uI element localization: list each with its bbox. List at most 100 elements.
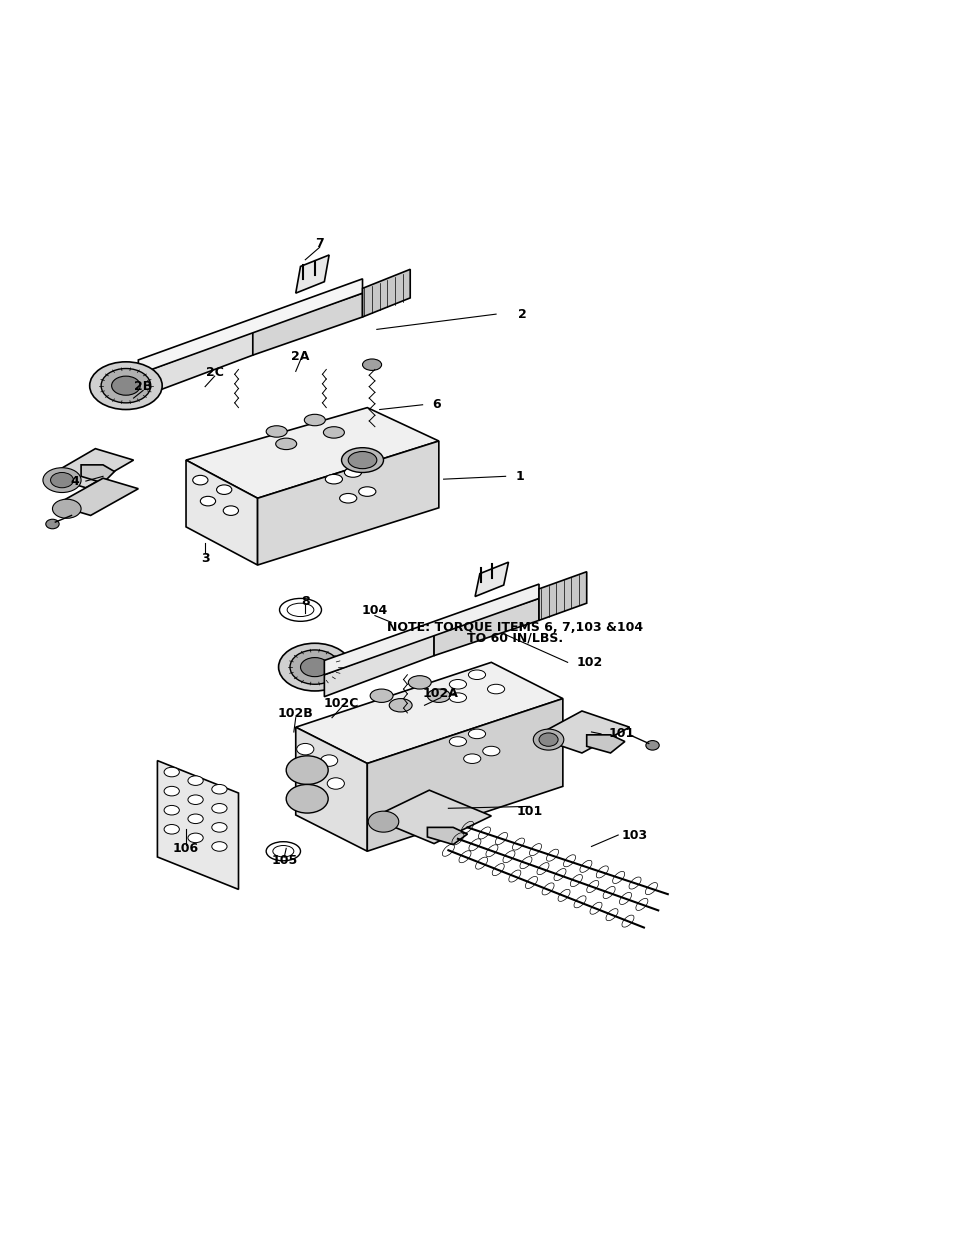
Text: 105: 105 (271, 855, 297, 867)
Text: 102: 102 (576, 656, 602, 669)
Ellipse shape (90, 362, 162, 410)
Ellipse shape (46, 519, 59, 529)
Polygon shape (295, 727, 367, 851)
Text: 102B: 102B (277, 708, 314, 720)
Polygon shape (81, 464, 114, 483)
Text: 102C: 102C (323, 697, 359, 710)
Ellipse shape (188, 814, 203, 824)
Text: 2: 2 (517, 308, 527, 321)
Polygon shape (295, 662, 562, 763)
Ellipse shape (216, 485, 232, 494)
Ellipse shape (164, 805, 179, 815)
Polygon shape (367, 699, 562, 851)
Ellipse shape (101, 368, 151, 403)
Ellipse shape (538, 732, 558, 746)
Ellipse shape (408, 676, 431, 689)
Ellipse shape (266, 842, 300, 861)
Polygon shape (427, 827, 467, 845)
Ellipse shape (223, 506, 238, 515)
Ellipse shape (368, 811, 398, 832)
Ellipse shape (212, 804, 227, 813)
Ellipse shape (427, 689, 450, 703)
Ellipse shape (645, 741, 659, 750)
Text: 2C: 2C (206, 366, 223, 379)
Ellipse shape (188, 776, 203, 785)
Ellipse shape (339, 494, 356, 503)
Polygon shape (253, 293, 362, 356)
Polygon shape (534, 711, 629, 753)
Ellipse shape (325, 474, 342, 484)
Ellipse shape (389, 699, 412, 711)
Polygon shape (138, 331, 253, 398)
Ellipse shape (468, 669, 485, 679)
Ellipse shape (212, 823, 227, 832)
Ellipse shape (164, 787, 179, 795)
Ellipse shape (300, 657, 329, 677)
Polygon shape (324, 584, 538, 674)
Ellipse shape (266, 426, 287, 437)
Text: 103: 103 (620, 829, 647, 841)
Ellipse shape (304, 414, 325, 426)
Text: 1: 1 (515, 469, 524, 483)
Ellipse shape (286, 756, 328, 784)
Ellipse shape (468, 729, 485, 739)
Ellipse shape (533, 729, 563, 750)
Text: 2B: 2B (133, 380, 152, 393)
Ellipse shape (487, 684, 504, 694)
Text: 2A: 2A (291, 350, 310, 363)
Text: 4: 4 (70, 474, 79, 488)
Polygon shape (257, 441, 438, 566)
Ellipse shape (279, 599, 321, 621)
Ellipse shape (212, 784, 227, 794)
Text: 104: 104 (361, 604, 388, 618)
Polygon shape (55, 478, 138, 515)
Ellipse shape (112, 377, 140, 395)
Ellipse shape (164, 767, 179, 777)
Ellipse shape (188, 834, 203, 842)
Polygon shape (138, 279, 362, 374)
Polygon shape (295, 254, 329, 293)
Polygon shape (475, 562, 508, 597)
Polygon shape (186, 408, 438, 498)
Polygon shape (372, 790, 491, 844)
Ellipse shape (449, 737, 466, 746)
Text: 101: 101 (516, 805, 542, 818)
Polygon shape (324, 634, 434, 697)
Ellipse shape (52, 499, 81, 519)
Ellipse shape (348, 452, 376, 468)
Text: 8: 8 (300, 595, 310, 608)
Ellipse shape (323, 427, 344, 438)
Ellipse shape (320, 755, 337, 767)
Polygon shape (186, 461, 257, 566)
Polygon shape (157, 761, 238, 889)
Ellipse shape (212, 842, 227, 851)
Ellipse shape (286, 784, 328, 813)
Text: 101: 101 (608, 727, 635, 741)
Ellipse shape (358, 487, 375, 496)
Ellipse shape (449, 693, 466, 703)
Ellipse shape (341, 448, 383, 473)
Ellipse shape (193, 475, 208, 485)
Text: 3: 3 (200, 552, 210, 564)
Polygon shape (434, 599, 538, 656)
Ellipse shape (278, 643, 351, 690)
Ellipse shape (188, 795, 203, 804)
Polygon shape (538, 572, 586, 620)
Polygon shape (362, 269, 410, 317)
Ellipse shape (164, 825, 179, 834)
Ellipse shape (482, 746, 499, 756)
Ellipse shape (463, 753, 480, 763)
Text: 106: 106 (172, 842, 199, 855)
Ellipse shape (200, 496, 215, 506)
Text: NOTE: TORQUE ITEMS 6, 7,103 &104: NOTE: TORQUE ITEMS 6, 7,103 &104 (387, 620, 642, 634)
Ellipse shape (449, 679, 466, 689)
Ellipse shape (362, 359, 381, 370)
Ellipse shape (296, 743, 314, 755)
Ellipse shape (327, 778, 344, 789)
Ellipse shape (273, 846, 294, 857)
Ellipse shape (275, 438, 296, 450)
Ellipse shape (370, 689, 393, 703)
Ellipse shape (290, 650, 339, 684)
Polygon shape (48, 448, 133, 488)
Ellipse shape (344, 468, 361, 477)
